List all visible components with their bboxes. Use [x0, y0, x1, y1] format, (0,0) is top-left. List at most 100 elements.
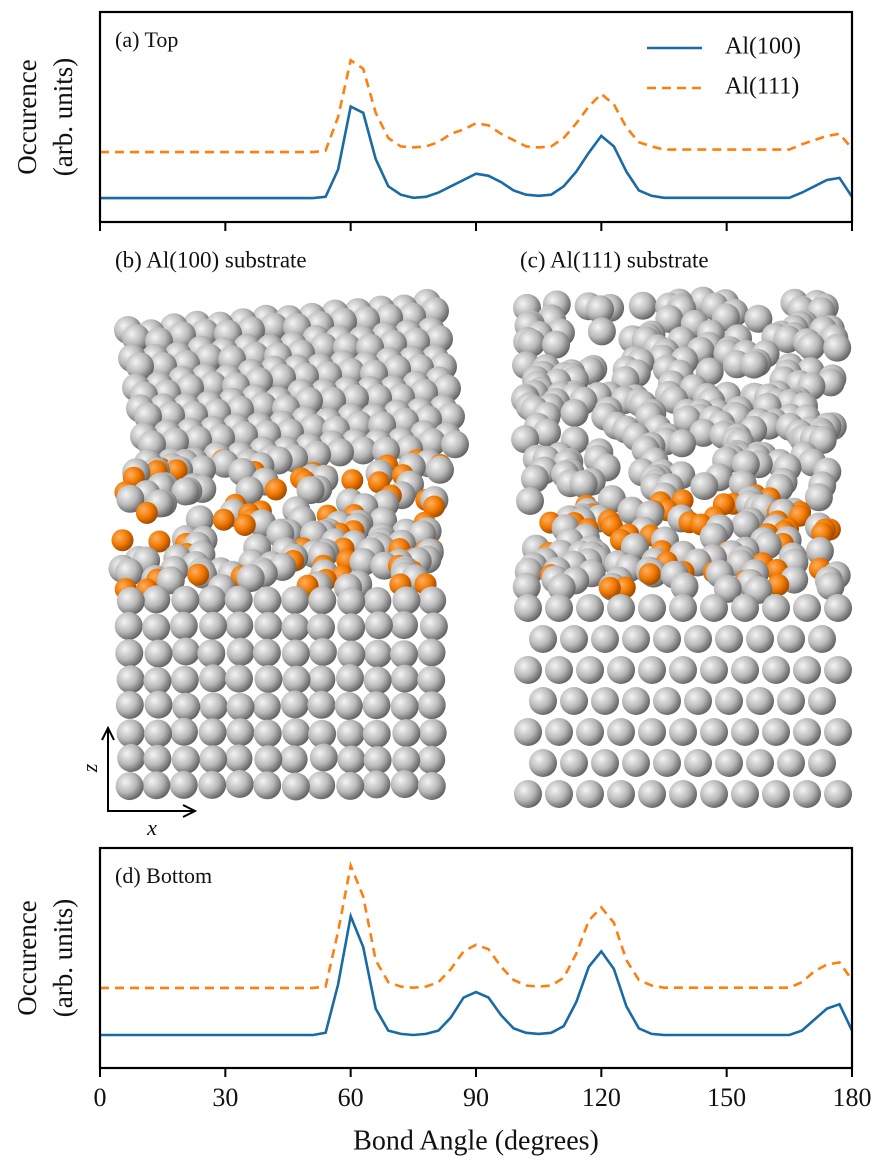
atom [326, 438, 354, 467]
atom [116, 484, 145, 513]
atom [731, 656, 759, 684]
atom [653, 749, 681, 777]
atom [307, 665, 336, 694]
atom [514, 718, 542, 746]
atom [198, 585, 226, 614]
atom [170, 717, 198, 746]
atom [172, 692, 201, 721]
atom [337, 587, 366, 616]
atom [684, 625, 712, 653]
atom [336, 664, 364, 692]
atom [684, 749, 712, 777]
atom [115, 772, 144, 801]
data-line [100, 911, 854, 1037]
legend-label: Al(100) [725, 34, 801, 60]
atom [226, 693, 255, 721]
atom [282, 665, 311, 694]
atom [417, 772, 446, 800]
atom [199, 745, 228, 774]
atom [653, 625, 681, 653]
atom [560, 399, 589, 427]
atom [529, 749, 557, 777]
atom [576, 656, 604, 684]
atom [746, 625, 774, 653]
atom [700, 718, 728, 746]
atom [793, 594, 821, 622]
atom [417, 745, 446, 774]
atom [362, 691, 391, 720]
atom [607, 594, 635, 622]
atom [715, 749, 743, 777]
atom [226, 637, 255, 666]
atom [824, 656, 852, 684]
atom [126, 352, 154, 381]
y-axis-label: (arb. units) [48, 58, 78, 176]
atom [308, 638, 337, 666]
data-line [100, 861, 854, 990]
atom [514, 780, 542, 808]
atom [598, 576, 621, 599]
atom [746, 749, 774, 777]
atom [337, 640, 366, 669]
atom [115, 639, 144, 668]
atom [144, 690, 173, 719]
atom [753, 531, 782, 560]
atom [281, 772, 310, 801]
arrow-head [182, 804, 198, 818]
atom [392, 586, 421, 615]
atom [816, 572, 845, 601]
atom [689, 418, 718, 447]
atom [560, 687, 588, 715]
atom [116, 665, 145, 694]
atom [569, 470, 598, 499]
atom [143, 667, 172, 695]
atom [363, 746, 392, 775]
atom [116, 719, 145, 748]
atom [529, 625, 557, 653]
atom [171, 745, 200, 774]
atom [441, 430, 469, 459]
atom [418, 586, 447, 615]
atom [336, 719, 365, 748]
atom [808, 687, 836, 715]
atom [341, 469, 364, 492]
atom [808, 426, 837, 454]
atom [545, 718, 573, 746]
atom [417, 691, 446, 720]
atom [576, 594, 604, 622]
atom [653, 687, 681, 715]
atom [739, 350, 768, 379]
axis-x-label: x [146, 815, 157, 840]
atom [793, 718, 821, 746]
atom [793, 656, 821, 684]
atom [715, 625, 743, 653]
atom [254, 611, 283, 640]
x-tick-label: 120 [582, 1083, 621, 1112]
x-tick-label: 150 [707, 1083, 746, 1112]
atom [669, 656, 697, 684]
atom [762, 780, 790, 808]
axes-indicator [101, 725, 198, 818]
atom [392, 746, 421, 775]
atom [199, 611, 227, 640]
atom [576, 780, 604, 808]
data-line [100, 58, 853, 154]
atom [143, 744, 172, 773]
atom [586, 295, 614, 324]
atom [253, 771, 282, 800]
atom [560, 625, 588, 653]
atom [212, 508, 235, 531]
x-tick-label: 30 [212, 1083, 238, 1112]
atom [199, 664, 227, 693]
atom [116, 587, 145, 615]
atom-image [108, 286, 852, 808]
y-axis-label: (arb. units) [48, 899, 78, 1017]
atom [516, 487, 544, 515]
atom [638, 563, 661, 585]
atom [318, 386, 346, 415]
atom [148, 530, 171, 553]
atom [169, 770, 198, 799]
atom [281, 586, 309, 615]
atom [252, 638, 281, 667]
atom [390, 611, 418, 640]
